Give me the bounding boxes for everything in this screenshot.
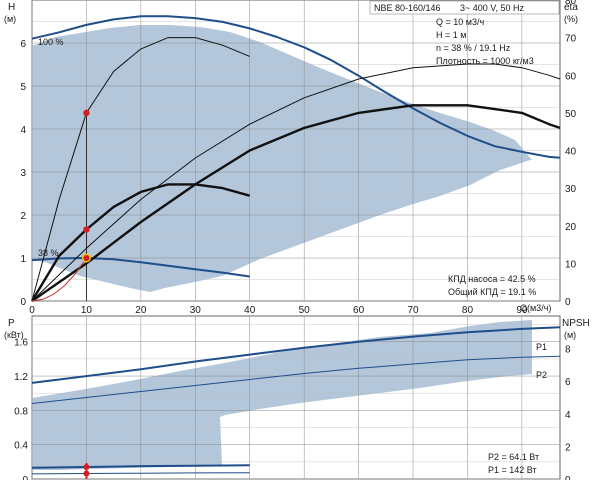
p1-series-label: P1: [536, 342, 547, 352]
y-tick-label: 0: [20, 297, 26, 308]
power-range-area: [32, 320, 532, 470]
p1-38-line: [31, 464, 250, 469]
p1-line: [31, 326, 561, 384]
pump-efficiency-text: КПД насоса = 42.5 %: [448, 274, 536, 284]
npsh-tick-label: 6: [565, 377, 571, 388]
efficiency-point-marker: [83, 226, 90, 233]
power-tick-label: 0: [22, 475, 28, 480]
total-efficiency-text: Общий КПД = 19.1 %: [448, 287, 536, 297]
eta-tick-label: 70: [565, 34, 577, 45]
npsh-tick-label: 2: [565, 442, 571, 453]
power-tick-label: 0.4: [14, 441, 28, 452]
eta-tick-label: 60: [565, 71, 577, 82]
power-axis-ticks: 0 0.4 0.8 1.2 1.6 0 2 4 6 8: [14, 338, 571, 480]
chart-subtitle: 3~ 400 V, 50 Hz: [460, 3, 524, 13]
power-npsh-panel: 0 0.4 0.8 1.2 1.6 0 2 4 6 8 P (кВт) NPSH (м) P1 P…: [4, 315, 590, 480]
curve-label-38: 38 %: [38, 248, 59, 258]
y-tick-label: 6: [20, 39, 26, 50]
power-curves: [31, 326, 561, 479]
npsh-tick-label: 4: [565, 410, 571, 421]
x-tick-label: 40: [244, 305, 256, 316]
y-tick-label: 5: [20, 82, 26, 93]
qh-38-line: [31, 257, 250, 278]
duty-point-markers: [81, 109, 91, 301]
x-tick-label: 0: [29, 305, 35, 316]
head-axis-ticks: 0 10 20 30 40 50 60 70 80 90012345601020304050607…: [20, 0, 576, 316]
eta-tick-label: 0: [565, 297, 571, 308]
eta-38-line: [31, 37, 250, 302]
info-head: H = 1 м: [436, 30, 466, 40]
info-density: Плотность = 1000 кг/м3: [436, 56, 534, 66]
x-tick-label: 50: [299, 305, 311, 316]
eta-total-38-line: [30, 183, 251, 302]
x-tick-label: 30: [190, 305, 202, 316]
eta-tick-label: 20: [565, 222, 577, 233]
p1-value-text: P1 = 142 Вт: [488, 465, 537, 475]
eta-axis-label: eta: [564, 2, 578, 13]
x-tick-label: 10: [81, 305, 93, 316]
curve-label-100: 100 %: [38, 37, 64, 47]
qh-max-line: [31, 15, 561, 159]
head-axis-unit: (м): [4, 14, 16, 24]
x-tick-label: 20: [135, 305, 147, 316]
eta-tick-label: 10: [565, 259, 577, 270]
y-tick-label: 2: [20, 211, 26, 222]
p2-series-label: P2: [536, 370, 547, 380]
x-tick-label: 90: [516, 305, 528, 316]
p2-value-text: P2 = 64.1 Вт: [488, 452, 539, 462]
power-grid: [31, 316, 560, 480]
x-tick-label: 60: [353, 305, 365, 316]
eta-tick-label: 40: [565, 147, 577, 158]
power-tick-label: 0.8: [14, 406, 28, 417]
eta-tick-label: 80: [565, 0, 577, 7]
eta-total-max-line: [31, 104, 561, 302]
x-tick-label: 70: [407, 305, 419, 316]
system-curve-line: [31, 257, 87, 302]
operating-range-area: [32, 25, 532, 292]
title-box: [369, 0, 560, 15]
info-speed: n = 38 % / 19.1 Hz: [436, 43, 511, 53]
eta-tick-label: 30: [565, 184, 577, 195]
power-tick-label: 1.2: [14, 372, 28, 383]
y-tick-label: 1: [20, 254, 26, 265]
head-axis-label: H: [8, 2, 15, 13]
duty-point-dot: [83, 255, 90, 261]
chart-title: NBE 80-160/146: [374, 3, 441, 13]
flow-axis-label: Q(м3/ч): [520, 303, 551, 313]
eta-axis-unit: (%): [564, 14, 578, 24]
power-axis-label: P: [8, 318, 15, 329]
power-axis-unit: (кВт): [4, 330, 24, 340]
head-efficiency-curves: [30, 15, 561, 302]
info-flow: Q = 10 м3/ч: [436, 17, 484, 27]
npsh-tick-label: 0: [565, 475, 571, 480]
head-efficiency-panel: 0 10 20 30 40 50 60 70 80 90012345601020304050607…: [4, 0, 578, 316]
p2-line: [31, 355, 561, 404]
power-tick-label: 1.6: [14, 338, 28, 349]
npsh-tick-label: 8: [565, 345, 571, 356]
npsh-axis-label: NPSH: [562, 318, 590, 329]
x-tick-label: 80: [462, 305, 474, 316]
p2-38-line: [31, 472, 250, 475]
efficiency-point-marker: [83, 109, 90, 117]
npsh-axis-unit: (м): [564, 330, 576, 340]
y-tick-label: 3: [20, 168, 26, 179]
y-tick-label: 4: [20, 125, 26, 136]
eta-tick-label: 50: [565, 109, 577, 120]
eta-max-line: [31, 63, 561, 302]
